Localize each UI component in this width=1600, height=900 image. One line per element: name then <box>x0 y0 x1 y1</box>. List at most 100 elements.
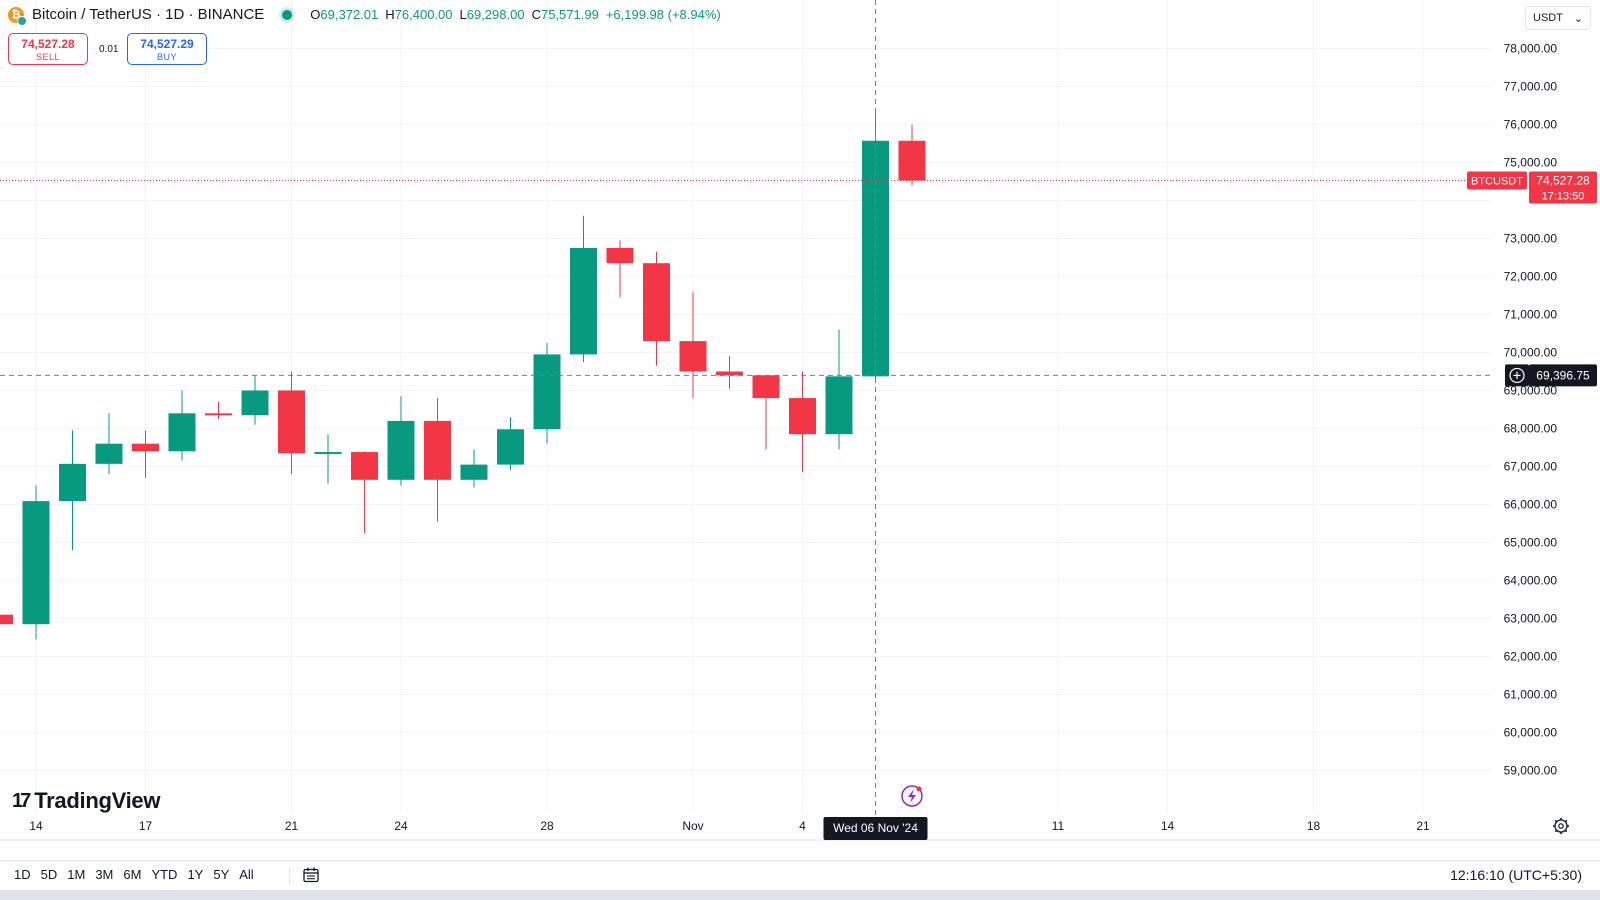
price-tick-label: 62,000.00 <box>1504 650 1558 664</box>
candle <box>59 430 86 551</box>
high-key: H <box>385 7 395 22</box>
price-tick-label: 75,000.00 <box>1504 156 1558 170</box>
price-tick-label: 61,000.00 <box>1504 688 1558 702</box>
buy-label: BUY <box>156 52 177 62</box>
last-price-label: 74,527.28 <box>1536 173 1590 187</box>
low-value: 69,298.00 <box>466 7 525 22</box>
crosshair-price-bg <box>1529 364 1597 387</box>
calendar-icon[interactable] <box>302 866 320 884</box>
low-key: L <box>459 7 467 22</box>
lightning-event-icon[interactable] <box>901 785 923 807</box>
time-tick-label: Nov <box>682 819 703 833</box>
candle <box>825 329 853 450</box>
candle-body <box>606 248 634 264</box>
price-tick-label: 70,000.00 <box>1504 346 1558 360</box>
candle <box>606 240 634 298</box>
candlestick-chart[interactable]: 59,000.00 60,000.00 61,000.00 62,000.00 63,0… <box>0 0 1600 860</box>
price-tick-label: 66,000.00 <box>1504 498 1558 512</box>
close-value: 75,571.99 <box>540 7 599 22</box>
time-tick-label: 17 <box>139 819 153 833</box>
candle-body <box>205 413 232 416</box>
time-tick-label: 21 <box>285 819 299 833</box>
symbol-label-bg <box>1467 171 1527 190</box>
tradingview-logo[interactable]: 17 TradingView <box>12 788 160 814</box>
candle <box>132 430 159 478</box>
range-button-3m[interactable]: 3M <box>95 867 114 882</box>
plus-circle-icon[interactable] <box>1505 364 1529 387</box>
symbol-label: BTCUSDT <box>1471 175 1523 187</box>
candle-body <box>132 443 159 452</box>
price-tick-label: 69,000.00 <box>1504 384 1558 398</box>
price-tick-label: 78,000.00 <box>1504 42 1558 56</box>
range-button-5d[interactable]: 5D <box>40 867 58 882</box>
candle <box>387 396 415 486</box>
spread-value: 0.01 <box>99 44 119 55</box>
crosshair-price-marker[interactable]: 69,396.75 <box>1505 364 1597 387</box>
settings-gear-icon[interactable] <box>1553 818 1569 834</box>
buy-price: 74,527.29 <box>140 37 194 51</box>
time-tick-label: 4 <box>799 819 806 833</box>
time-tick-label: 11 <box>1052 819 1065 833</box>
last-price-marker[interactable]: 74,527.28 17:13:50 <box>1529 171 1597 204</box>
candle <box>716 356 743 389</box>
last-price-bg <box>1529 171 1597 204</box>
price-axis[interactable]: 59,000.00 60,000.00 61,000.00 62,000.00 63,0… <box>1504 42 1558 778</box>
candle <box>314 434 342 484</box>
time-axis[interactable]: 14 17 21 24 28 Nov 4 11 14 18 21 <box>0 819 1600 841</box>
candle-body <box>314 452 342 455</box>
candle-body <box>387 420 415 480</box>
open-value: 69,372.01 <box>320 7 379 22</box>
countdown-label: 17:13:50 <box>1542 190 1585 202</box>
open-key: O <box>310 7 321 22</box>
candle <box>424 398 451 522</box>
price-tick-label: 76,000.00 <box>1504 118 1558 132</box>
candle-body <box>0 614 13 625</box>
sell-button[interactable]: 74,527.28 SELL <box>8 33 88 65</box>
range-button-1m[interactable]: 1M <box>67 867 86 882</box>
candle-body <box>862 140 889 377</box>
symbol-title[interactable]: Bitcoin / TetherUS · 1D · BINANCE <box>32 6 265 23</box>
candle-body <box>497 429 524 465</box>
bottom-toolbar: 1D 5D 1M 3M 6M YTD 1Y 5Y All 12:16:10 (UTC+5:30) <box>0 860 1600 890</box>
currency-value: USDT <box>1533 12 1563 24</box>
time-tick-label: 14 <box>1161 819 1175 833</box>
range-button-ytd[interactable]: YTD <box>151 867 178 882</box>
toolbar-divider <box>289 867 290 885</box>
candle <box>533 343 561 444</box>
candle-body <box>752 375 780 399</box>
price-tick-label: 59,000.00 <box>1504 764 1558 778</box>
candle-body <box>424 420 451 480</box>
date-range-buttons: 1D 5D 1M 3M 6M YTD 1Y 5Y All <box>14 867 254 882</box>
ohlc-values: O69,372.01 H76,400.00 L69,298.00 C75,571… <box>310 7 720 22</box>
currency-select[interactable]: USDT ⌄ <box>1525 6 1591 30</box>
high-value: 76,400.00 <box>394 7 453 22</box>
close-key: C <box>531 7 541 22</box>
candle <box>0 614 13 625</box>
range-button-6m[interactable]: 6M <box>123 867 142 882</box>
candle-body <box>679 341 707 372</box>
candle <box>570 215 597 362</box>
candle-body <box>898 140 926 181</box>
price-tick-label: 64,000.00 <box>1504 574 1558 588</box>
candle-body <box>789 398 816 435</box>
time-tick-label: 28 <box>540 819 554 833</box>
range-button-all[interactable]: All <box>239 867 254 882</box>
timezone-clock[interactable]: 12:16:10 (UTC+5:30) <box>1450 867 1582 883</box>
crosshair-date-bg <box>823 817 928 840</box>
crosshair-date-label: Wed 06 Nov '24 <box>833 821 918 835</box>
buy-button[interactable]: 74,527.29 BUY <box>127 33 207 65</box>
crosshair-date-marker: Wed 06 Nov '24 <box>823 817 928 840</box>
sell-label: SELL <box>35 52 61 62</box>
change-value: +6,199.98 (+8.94%) <box>605 7 721 22</box>
market-status-icon[interactable] <box>282 9 293 20</box>
range-button-1y[interactable]: 1Y <box>187 867 204 882</box>
range-button-1d[interactable]: 1D <box>14 867 31 882</box>
bitcoin-icon: ₿ <box>8 6 27 26</box>
range-button-5y[interactable]: 5Y <box>213 867 230 882</box>
candle <box>497 417 524 471</box>
price-tick-label: 72,000.00 <box>1504 270 1558 284</box>
candle <box>460 449 488 488</box>
candle-body <box>570 248 597 355</box>
window-bottom-strip <box>0 890 1600 900</box>
